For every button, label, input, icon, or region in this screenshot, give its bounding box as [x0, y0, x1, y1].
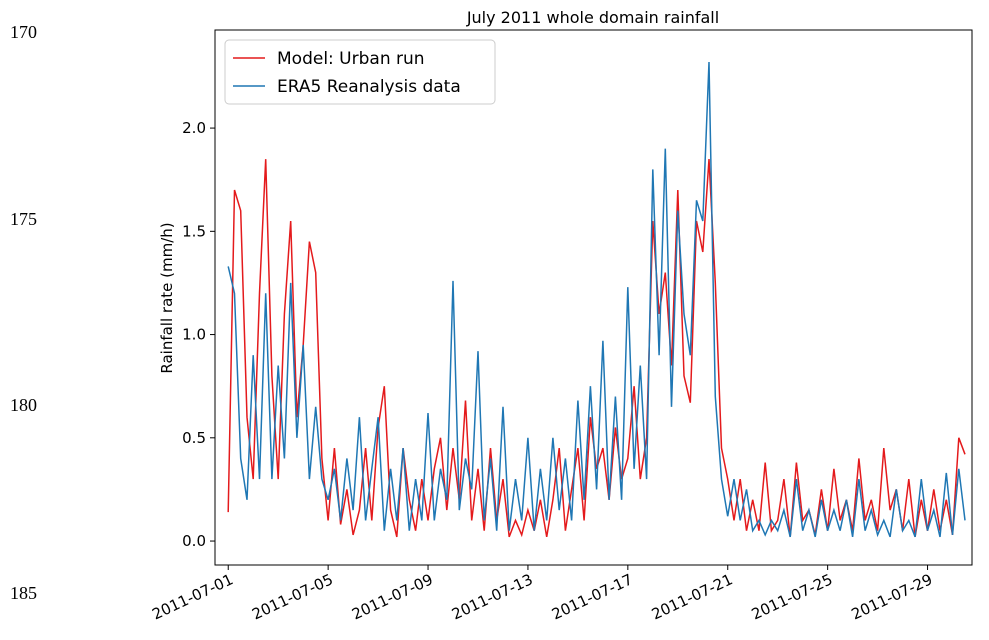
y-tick-label: 0.0	[182, 532, 206, 550]
x-tick-label: 2011-07-21	[649, 570, 736, 623]
series-line	[227, 159, 966, 538]
x-tick-label: 2011-07-05	[249, 570, 336, 623]
x-tick-label: 2011-07-17	[549, 570, 636, 623]
legend-label: Model: Urban run	[277, 49, 425, 69]
line-number: 180	[10, 395, 37, 415]
line-number: 185	[10, 583, 37, 603]
x-tick-label: 2011-07-29	[849, 570, 936, 623]
series-line	[227, 61, 966, 538]
y-tick-label: 1.5	[182, 222, 206, 240]
line-number: 175	[10, 209, 37, 229]
x-tick-label: 2011-07-13	[449, 570, 536, 623]
legend-box	[224, 39, 496, 105]
y-tick-label: 2.0	[182, 119, 206, 137]
x-tick-label: 2011-07-01	[149, 570, 236, 623]
y-tick-label: 0.5	[182, 429, 206, 447]
line-number: 170	[10, 22, 37, 42]
chart-title: July 2011 whole domain rainfall	[466, 8, 719, 27]
x-tick-label: 2011-07-09	[349, 570, 436, 623]
x-tick-label: 2011-07-25	[749, 570, 836, 623]
plot-frame	[214, 29, 973, 566]
y-axis-label: Rainfall rate (mm/h)	[158, 222, 176, 373]
legend-label: ERA5 Reanalysis data	[277, 77, 461, 97]
y-tick-label: 1.0	[182, 326, 206, 344]
